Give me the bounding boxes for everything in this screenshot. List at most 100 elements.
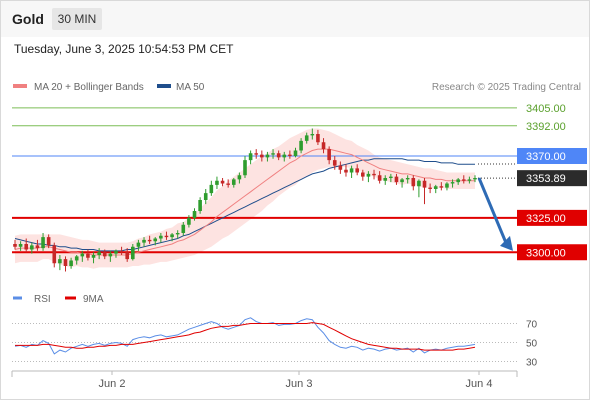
rsi-level-label-30: 30 (526, 358, 538, 369)
candle-body-38 (226, 183, 230, 185)
candle-body-76 (439, 186, 444, 188)
candle-body-74 (428, 187, 432, 189)
candle-body-65 (377, 175, 382, 181)
candle-body-70 (405, 178, 410, 180)
candle-body-13 (86, 253, 90, 258)
chart-timestamp: Tuesday, June 3, 2025 10:54:53 PM CET (14, 42, 234, 56)
source-credit: Research © 2025 Trading Central (432, 82, 581, 93)
forecast-arrow (477, 177, 513, 251)
candle-body-40 (237, 175, 242, 180)
candle-body-48 (282, 154, 287, 158)
candle-body-59 (344, 169, 348, 173)
candle-body-29 (175, 233, 180, 235)
candle-body-19 (119, 250, 124, 253)
candle-body-51 (299, 140, 303, 151)
candle-body-11 (74, 256, 79, 261)
ma50-legend-label: MA 50 (176, 82, 205, 93)
rsi-level-label-50: 50 (526, 339, 538, 350)
bollinger-bands (15, 128, 475, 269)
candle-body-39 (231, 179, 236, 185)
candle-body-81 (467, 179, 472, 181)
candle-body-64 (372, 173, 376, 176)
rsi-panel: 70 50 30 (12, 317, 538, 369)
candle-body-56 (327, 149, 331, 161)
x-tick-label-jun3: Jun 3 (286, 378, 313, 390)
candle-body-58 (338, 165, 343, 170)
candle-body-28 (170, 234, 174, 238)
candle-body-24 (147, 239, 152, 242)
candle-body-41 (243, 160, 247, 176)
candle-body-53 (310, 134, 315, 136)
candle-body-61 (355, 168, 359, 173)
level-label-1: 3392.00 (526, 121, 566, 133)
candle-body-67 (389, 176, 393, 178)
candle-body-34 (203, 193, 208, 200)
bollinger-band-fill (15, 128, 475, 269)
candle-body-25 (153, 238, 158, 242)
rsi-line (14, 317, 476, 355)
candle-body-60 (349, 168, 354, 173)
candle-body-68 (394, 176, 399, 183)
candle-body-4 (35, 245, 40, 249)
candle-body-3 (30, 245, 34, 250)
candle-body-5 (41, 237, 45, 249)
last-price-label: 3353.89 (526, 173, 566, 185)
candle-body-6 (46, 237, 51, 246)
timeframe-badge[interactable]: 30 MIN (52, 8, 102, 30)
candle-body-17 (108, 253, 113, 257)
ma50-line (14, 158, 475, 252)
candle-body-45 (265, 154, 270, 158)
candle-body-23 (142, 239, 146, 243)
candle-body-57 (332, 160, 337, 166)
candle-body-30 (181, 224, 186, 233)
candle-body-8 (58, 259, 62, 264)
candle-body-2 (24, 244, 29, 250)
rsi-ma-line (15, 322, 476, 351)
x-tick-label-jun4: Jun 4 (466, 378, 493, 390)
level-label-4: 3300.00 (526, 247, 566, 259)
candle-body-66 (383, 178, 388, 181)
level-tag-2 (517, 148, 587, 164)
candle-body-80 (461, 179, 466, 181)
candle-body-26 (159, 235, 163, 239)
candle-body-62 (361, 172, 365, 177)
ma20-line (14, 148, 475, 256)
level-tag-4 (517, 244, 587, 261)
x-tick-label-jun2: Jun 2 (99, 378, 126, 390)
candle-body-33 (198, 200, 202, 211)
candle-body-52 (304, 135, 309, 141)
candle-body-12 (80, 253, 85, 257)
candle-body-43 (254, 153, 259, 155)
candle-body-22 (136, 242, 141, 247)
key-levels: 3405.00 3392.00 3370.00 3325.00 3300.00 (12, 103, 587, 261)
rsi-ma-legend-label: 9MA (83, 294, 104, 305)
moving-averages (14, 148, 475, 256)
candle-body-82 (473, 178, 477, 180)
level-label-0: 3405.00 (526, 103, 566, 115)
candle-body-1 (18, 244, 23, 247)
candle-body-21 (131, 246, 135, 260)
rsi-level-label-70: 70 (526, 320, 538, 331)
candle-body-63 (366, 173, 371, 177)
candle-body-15 (97, 252, 101, 255)
candle-body-50 (293, 150, 298, 156)
candle-body-44 (260, 154, 264, 158)
level-label-3: 3325.00 (526, 213, 566, 225)
last-price-marker: 3353.89 (478, 163, 587, 187)
candle-body-36 (215, 180, 219, 185)
forecast-arrow-shaft (477, 177, 508, 244)
candle-body-55 (321, 142, 326, 150)
candle-body-37 (220, 180, 225, 184)
candle-body-42 (248, 153, 253, 161)
candle-body-0 (13, 244, 17, 247)
candle-body-47 (276, 153, 281, 158)
level-tag-3 (517, 209, 587, 226)
candle-body-46 (271, 153, 275, 155)
candle-body-31 (187, 217, 191, 225)
candle-body-77 (445, 183, 449, 188)
ma50-legend-swatch (157, 84, 171, 88)
candle-body-54 (316, 134, 320, 143)
candlesticks (13, 128, 477, 272)
